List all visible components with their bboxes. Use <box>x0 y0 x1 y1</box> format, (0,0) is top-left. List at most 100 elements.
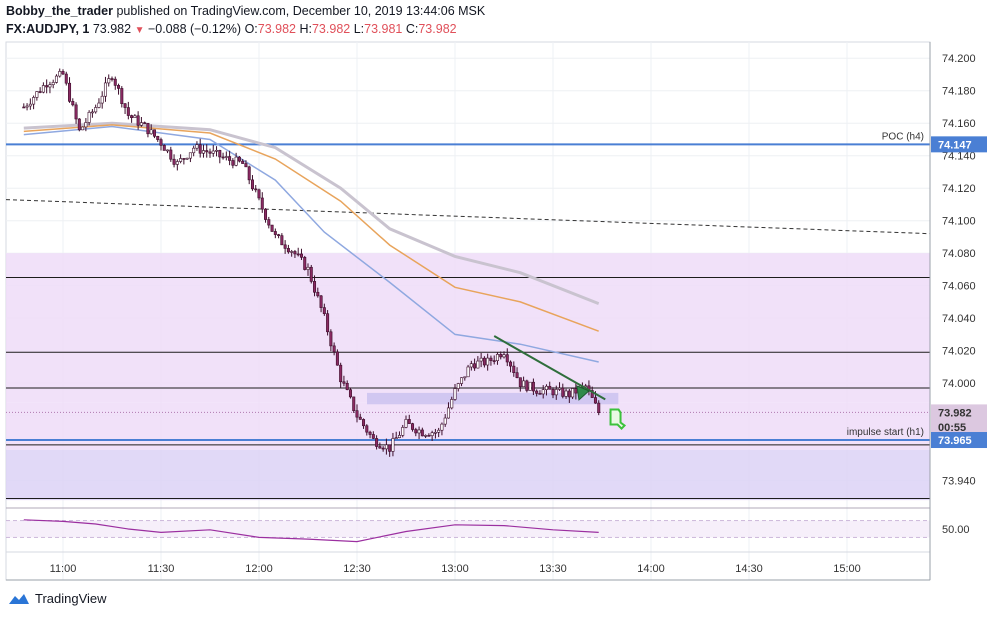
author-name[interactable]: Bobby_the_trader <box>6 4 113 18</box>
candle-down <box>303 256 307 270</box>
candle-down <box>326 313 330 333</box>
candle-down <box>567 390 571 398</box>
candle-down <box>525 380 529 391</box>
candle-up <box>450 399 454 409</box>
candle-down <box>319 295 323 308</box>
candle-down <box>260 197 264 210</box>
candle-up <box>84 122 88 128</box>
price-axis-tick: 73.940 <box>942 476 976 488</box>
candle-down <box>531 381 535 392</box>
candle-down <box>286 248 290 253</box>
candle-down <box>198 144 202 154</box>
candle-down <box>270 224 274 232</box>
moving-average-blue <box>23 125 599 363</box>
candle-up <box>495 354 499 362</box>
candle-down <box>482 357 486 366</box>
candle-down <box>309 266 313 282</box>
candle-down <box>231 160 235 166</box>
time-axis-tick: 13:30 <box>539 563 567 575</box>
candle-up <box>195 144 199 149</box>
candle-up <box>544 385 548 390</box>
candle-down <box>152 129 156 137</box>
candle-down <box>509 361 513 367</box>
candle-up <box>28 103 32 107</box>
candle-down <box>473 363 477 369</box>
tradingview-logo-icon <box>9 593 29 604</box>
price-axis-tick: 74.160 <box>942 118 976 130</box>
candle-up <box>25 105 29 108</box>
candle-down <box>316 291 320 297</box>
candle-down <box>228 156 232 161</box>
candle-up <box>81 126 85 131</box>
low-label: L: <box>353 22 365 36</box>
candle-down <box>283 244 287 249</box>
candle-down <box>113 78 117 86</box>
candle-up <box>41 85 45 93</box>
symbol-label[interactable]: FX:AUDJPY, 1 <box>6 22 90 36</box>
candle-down <box>267 219 271 226</box>
candle-down <box>254 188 258 191</box>
candle-up <box>201 150 205 154</box>
candle-up <box>460 377 464 384</box>
candle-up <box>391 438 395 452</box>
supply-demand-zone <box>6 449 930 501</box>
candle-down <box>420 429 424 437</box>
thumbs-down-shape <box>609 408 627 430</box>
candle-down <box>64 73 68 84</box>
candle-up <box>440 423 444 431</box>
candle-up <box>215 149 219 152</box>
candle-up <box>133 115 137 118</box>
candle-down <box>77 118 81 131</box>
candle-down <box>352 396 356 411</box>
candle-down <box>362 419 366 427</box>
price-axis-tick: 74.180 <box>942 86 976 98</box>
candle-down <box>313 281 317 293</box>
time-axis-tick: 13:00 <box>441 563 469 575</box>
candle-down <box>162 145 166 151</box>
moving-average-orange <box>23 124 599 332</box>
moving-average-grey <box>23 121 600 305</box>
candle-up <box>107 78 111 84</box>
low-value: 73.981 <box>364 22 403 36</box>
candle-up <box>175 161 179 165</box>
price-badge <box>931 136 987 153</box>
time-axis-tick: 15:00 <box>833 563 861 575</box>
candle-down <box>590 390 594 398</box>
candle-up <box>446 407 450 419</box>
candle-down <box>348 389 352 398</box>
candle-down <box>123 103 127 108</box>
candle-up <box>139 122 143 126</box>
candle-down <box>492 360 496 362</box>
header-ohlc-line: FX:AUDJPY, 1 73.982 ▼ −0.088 (−0.12%) O:… <box>6 22 457 36</box>
candle-down <box>368 431 372 435</box>
candle-down <box>130 115 134 118</box>
candle-down <box>159 139 163 146</box>
candle-down <box>126 107 130 116</box>
key-level-label: impulse start (h1) <box>847 427 924 438</box>
price-axis-tick: 74.100 <box>942 216 976 228</box>
candle-up <box>48 84 52 88</box>
footer-brand[interactable]: TradingView <box>8 591 107 606</box>
candle-up <box>564 390 568 397</box>
candle-down <box>38 91 42 93</box>
candle-down <box>512 365 516 373</box>
candle-up <box>188 152 192 159</box>
candle-up <box>224 156 228 158</box>
close-value: 73.982 <box>418 22 457 36</box>
candle-down <box>322 307 326 314</box>
candle-down <box>221 156 225 159</box>
price-axis-tick: 74.200 <box>942 53 976 65</box>
candle-up <box>185 157 189 160</box>
candle-up <box>443 417 447 425</box>
candle-down <box>489 357 493 361</box>
candle-down <box>71 101 75 106</box>
candle-up <box>522 380 526 388</box>
candle-down <box>411 423 415 430</box>
price-badge <box>931 432 987 449</box>
candle-up <box>397 435 401 439</box>
candle-down <box>273 231 277 235</box>
candle-down <box>427 435 431 437</box>
candle-down <box>45 85 49 88</box>
consolidation-box <box>367 392 619 405</box>
